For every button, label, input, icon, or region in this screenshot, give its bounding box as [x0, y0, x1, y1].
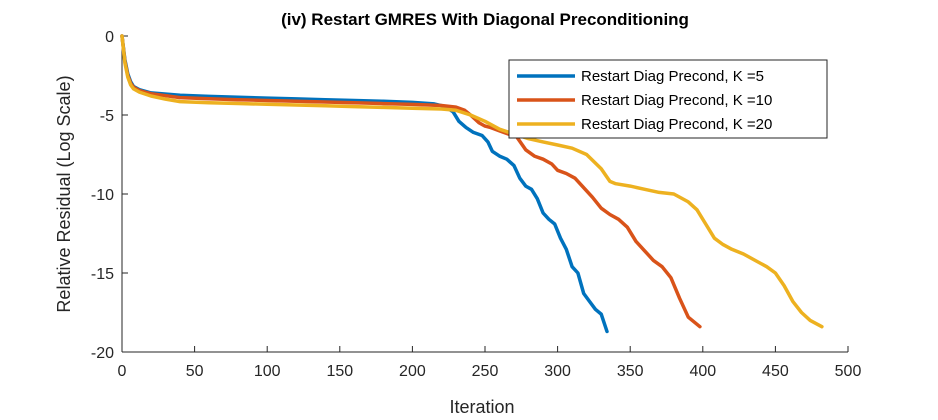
series-layer [120, 34, 824, 334]
x-tick-label: 0 [118, 363, 127, 380]
x-tick-label: 150 [326, 363, 353, 380]
x-tick-label: 250 [472, 363, 499, 380]
legend: Restart Diag Precond, K =5 Restart Diag P… [508, 59, 828, 139]
x-tick-label: 400 [689, 363, 716, 380]
x-tick-label: 100 [254, 363, 281, 380]
series-line-k5 [120, 34, 609, 334]
chart-title: (iv) Restart GMRES With Diagonal Precond… [281, 10, 689, 29]
legend-label-k5: Restart Diag Precond, K =5 [581, 68, 764, 85]
x-tick-label: 350 [617, 363, 644, 380]
x-tick-label: 200 [399, 363, 426, 380]
y-axis-label: Relative Residual (Log Scale) [54, 75, 74, 312]
x-tick-label: 300 [544, 363, 571, 380]
y-tick-label: 0 [105, 29, 114, 46]
x-tick-label: 500 [835, 363, 862, 380]
y-tick-label: -5 [100, 108, 114, 125]
y-tick-label: -15 [91, 266, 114, 283]
x-tick-label: 450 [762, 363, 789, 380]
y-tick-label: -10 [91, 187, 114, 204]
x-axis-label: Iteration [449, 397, 514, 417]
legend-label-k10: Restart Diag Precond, K =10 [581, 92, 772, 109]
y-tick-label: -20 [91, 345, 114, 362]
legend-label-k20: Restart Diag Precond, K =20 [581, 116, 772, 133]
series-line-k20 [120, 34, 824, 329]
plot-area: 0 50 100 150 200 250 300 350 400 450 500 0 -5 -10 -15 -… [91, 29, 862, 380]
axes: 0 50 100 150 200 250 300 350 400 450 500 0 -5 -10 -15 -… [91, 29, 862, 380]
x-tick-label: 50 [186, 363, 204, 380]
